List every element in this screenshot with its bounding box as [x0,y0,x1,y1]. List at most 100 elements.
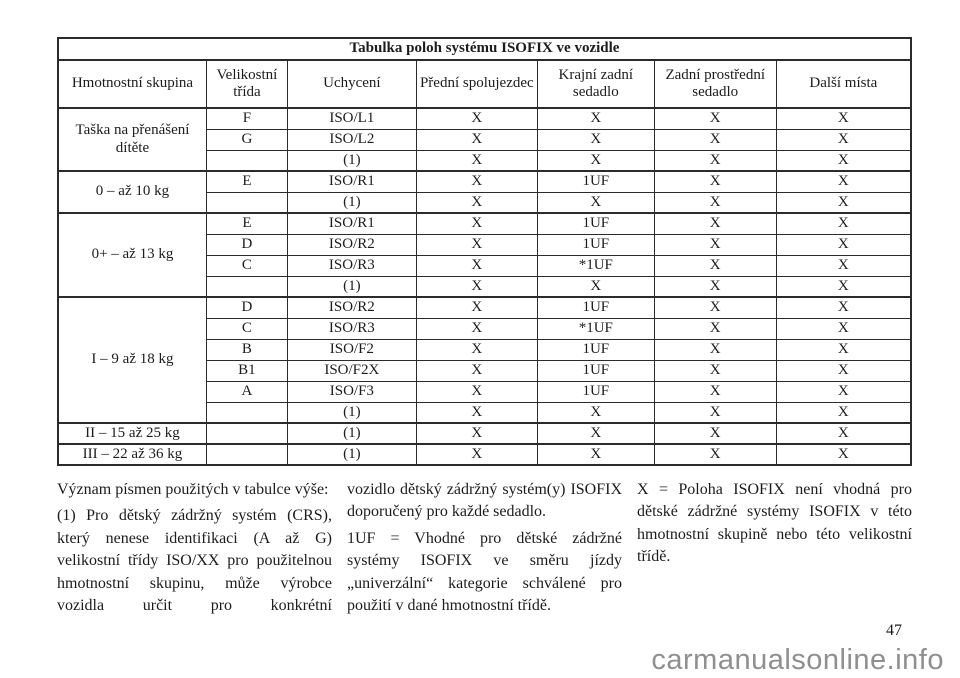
column-header: Další místa [775,59,912,109]
table-cell: X [536,443,655,466]
table-cell: X [775,380,912,403]
table-cell: X [775,443,912,466]
table-cell: X [653,422,777,445]
table-row: 0 – až 10 kg E ISO/R1 X 1UF X X [57,170,912,214]
table-cell: X [536,107,655,130]
note-paragraph: vozidlo dětský zádržný systém(y) ISOFIX … [347,481,622,521]
table-row: I – 9 až 18 kg D ISO/R2 X 1UF X X [57,296,912,424]
group-label-cell: III – 22 až 36 kg [57,443,207,466]
group-label-cell: II – 15 až 25 kg [57,422,207,445]
table-cell: X [775,107,912,130]
notes-section: Význam písmen použitých v tabulce výše: (… [57,479,912,617]
table-cell: X [653,359,777,382]
table-cell: X [653,317,777,340]
table-cell: E [205,170,288,193]
table-cell: X [653,107,777,130]
table-cell: ISO/R2 [286,296,417,319]
table-cell: X [775,254,912,277]
note-paragraph: Význam písmen použitých v tabulce výše: [57,481,329,498]
table-row: 0+ – až 13 kg E ISO/R1 X 1UF X X [57,212,912,298]
table-cell: X [536,275,655,298]
table-cell: X [415,212,538,235]
table-row: (1) X X X X [58,149,912,172]
table-cell [205,149,288,172]
table-cell: ISO/R3 [286,317,417,340]
table-cell: (1) [286,443,417,466]
table-cell: X [775,149,912,172]
table-cell: X [775,128,912,151]
table-cell: X [536,191,655,214]
column-header: Zadní prostřední sedadlo [653,59,777,109]
table-cell: X [415,233,538,256]
table-cell: 1UF [536,296,655,319]
table-cell: X [775,338,912,361]
table-cell: X [775,401,912,424]
table-cell: X [536,128,655,151]
table-cell: X [653,212,777,235]
table-cell: X [653,191,777,214]
table-row: B1 ISO/F2X X 1UF X X [58,359,912,382]
column-header: Uchycení [286,59,417,109]
table-cell: X [653,149,777,172]
table-cell [205,191,288,214]
table-cell: X [653,443,777,466]
table-cell: 1UF [536,170,655,193]
table-cell: X [415,296,538,319]
table-cell: ISO/F2 [286,338,417,361]
table-row: II – 15 až 25 kg (1) X X X X [57,422,912,445]
table-cell: X [415,128,538,151]
group-label-cell: 0+ – až 13 kg [57,212,207,298]
table-cell: X [653,296,777,319]
table-cell: X [653,233,777,256]
table-cell: B1 [205,359,288,382]
table-cell: D [205,296,288,319]
table-cell: 1UF [536,212,655,235]
page-number: 47 [886,622,902,639]
table-row: G ISO/L2 X X X X [58,128,912,151]
note-paragraph: (1) Pro dětský zádržný systém (CRS), kte… [57,507,332,615]
table-cell [205,443,288,466]
table-row: Taška na přenášení dítěte F ISO/L1 X X X X [57,107,912,172]
table-cell: X [415,275,538,298]
table-cell: X [775,170,912,193]
table-cell: (1) [286,401,417,424]
table-cell: *1UF [536,254,655,277]
page-content: Tabulka poloh systému ISOFIX ve vozidle … [57,37,912,617]
table-cell: E [205,212,288,235]
notes-column-3: X = Poloha ISOFIX není vhodná pro dětské… [637,479,912,617]
notes-column-1: Význam písmen použitých v tabulce výše: (… [57,479,332,617]
table-cell: ISO/R1 [286,212,417,235]
table-cell: X [653,401,777,424]
table-cell: X [536,149,655,172]
table-title-row: Tabulka poloh systému ISOFIX ve vozidle [57,37,912,61]
table-cell: X [775,317,912,340]
table-cell: (1) [286,149,417,172]
table-cell: X [415,191,538,214]
table-cell: X [415,359,538,382]
table-cell: (1) [286,275,417,298]
table-cell: X [775,191,912,214]
table-cell: ISO/R1 [286,170,417,193]
table-cell: X [415,254,538,277]
table-cell: A [205,380,288,403]
table-cell: X [775,296,912,319]
table-body: Taška na přenášení dítěte F ISO/L1 X X X X G ISO… [57,107,912,466]
table-row: (1) X X X X [58,401,912,424]
table-cell: X [415,149,538,172]
table-cell: ISO/R2 [286,233,417,256]
table-row: B ISO/F2 X 1UF X X [58,338,912,361]
table-cell: X [775,422,912,445]
table-cell: X [415,401,538,424]
table-cell: X [415,317,538,340]
table-cell [205,422,288,445]
table-cell: 1UF [536,359,655,382]
table-row: (1) X X X X [58,275,912,298]
table-cell: ISO/R3 [286,254,417,277]
note-paragraph: 1UF = Vhodné pro dětské zádržné systémy … [347,529,622,615]
table-cell: X [775,359,912,382]
group-label-cell: 0 – až 10 kg [57,170,207,214]
column-header: Přední spolujezdec [415,59,538,109]
table-cell [205,401,288,424]
table-cell: ISO/L2 [286,128,417,151]
